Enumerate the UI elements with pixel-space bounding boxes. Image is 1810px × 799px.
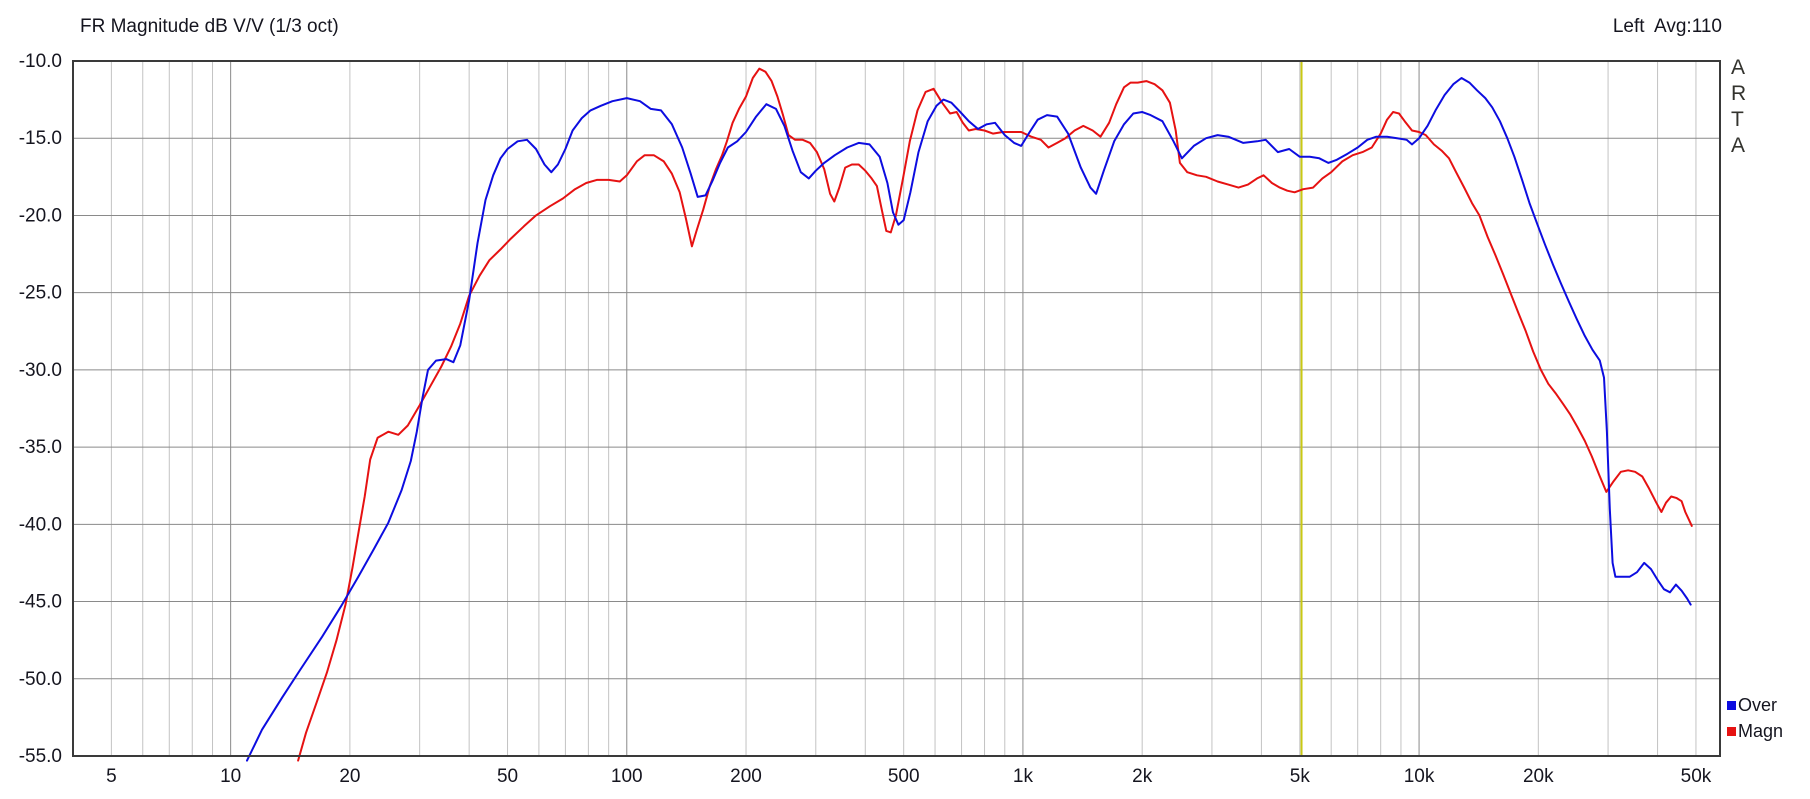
x-tick-label: 1k: [1013, 766, 1034, 787]
y-tick-label: -40.0: [19, 514, 62, 535]
y-tick-label: -15.0: [19, 128, 62, 149]
y-tick-label: -20.0: [19, 205, 62, 226]
legend-swatch-icon: [1727, 726, 1736, 736]
y-tick-label: -50.0: [19, 669, 62, 690]
x-tick-label: 5k: [1290, 766, 1311, 787]
legend-swatch-icon: [1727, 700, 1736, 710]
x-tick-label: 5: [106, 766, 117, 787]
legend-item-over: Over: [1727, 692, 1783, 718]
x-tick-label: 10: [220, 766, 241, 787]
y-tick-label: -45.0: [19, 592, 62, 613]
y-tick-label: -30.0: [19, 360, 62, 381]
x-tick-label: 20k: [1523, 766, 1554, 787]
channel-average-label: Left Avg:110: [1612, 16, 1722, 37]
y-tick-label: -55.0: [19, 746, 62, 767]
arta-watermark-letter: T: [1731, 108, 1744, 131]
x-tick-label: 500: [888, 766, 920, 787]
legend: Over Magn: [1727, 692, 1783, 744]
curve-magn: [297, 67, 1693, 762]
x-tick-label: 200: [730, 766, 762, 787]
legend-item-magn: Magn: [1727, 718, 1783, 744]
legend-label: Magn: [1738, 720, 1784, 741]
arta-watermark-letter: A: [1731, 134, 1746, 157]
legend-label: Over: [1738, 694, 1778, 715]
x-tick-label: 50: [497, 766, 518, 787]
y-tick-label: -25.0: [19, 283, 62, 304]
curve-over: [246, 77, 1692, 762]
y-tick-label: -35.0: [19, 437, 62, 458]
x-tick-label: 20: [339, 766, 360, 787]
x-tick-label: 10k: [1404, 766, 1435, 787]
arta-watermark-letter: A: [1731, 56, 1746, 79]
plot-border: [72, 60, 1721, 757]
x-tick-label: 100: [611, 766, 643, 787]
arta-watermark-letter: R: [1731, 82, 1747, 105]
y-tick-label: -10.0: [19, 51, 62, 72]
chart-title: FR Magnitude dB V/V (1/3 oct): [80, 16, 339, 37]
x-tick-label: 50k: [1681, 766, 1712, 787]
x-tick-label: 2k: [1132, 766, 1153, 787]
